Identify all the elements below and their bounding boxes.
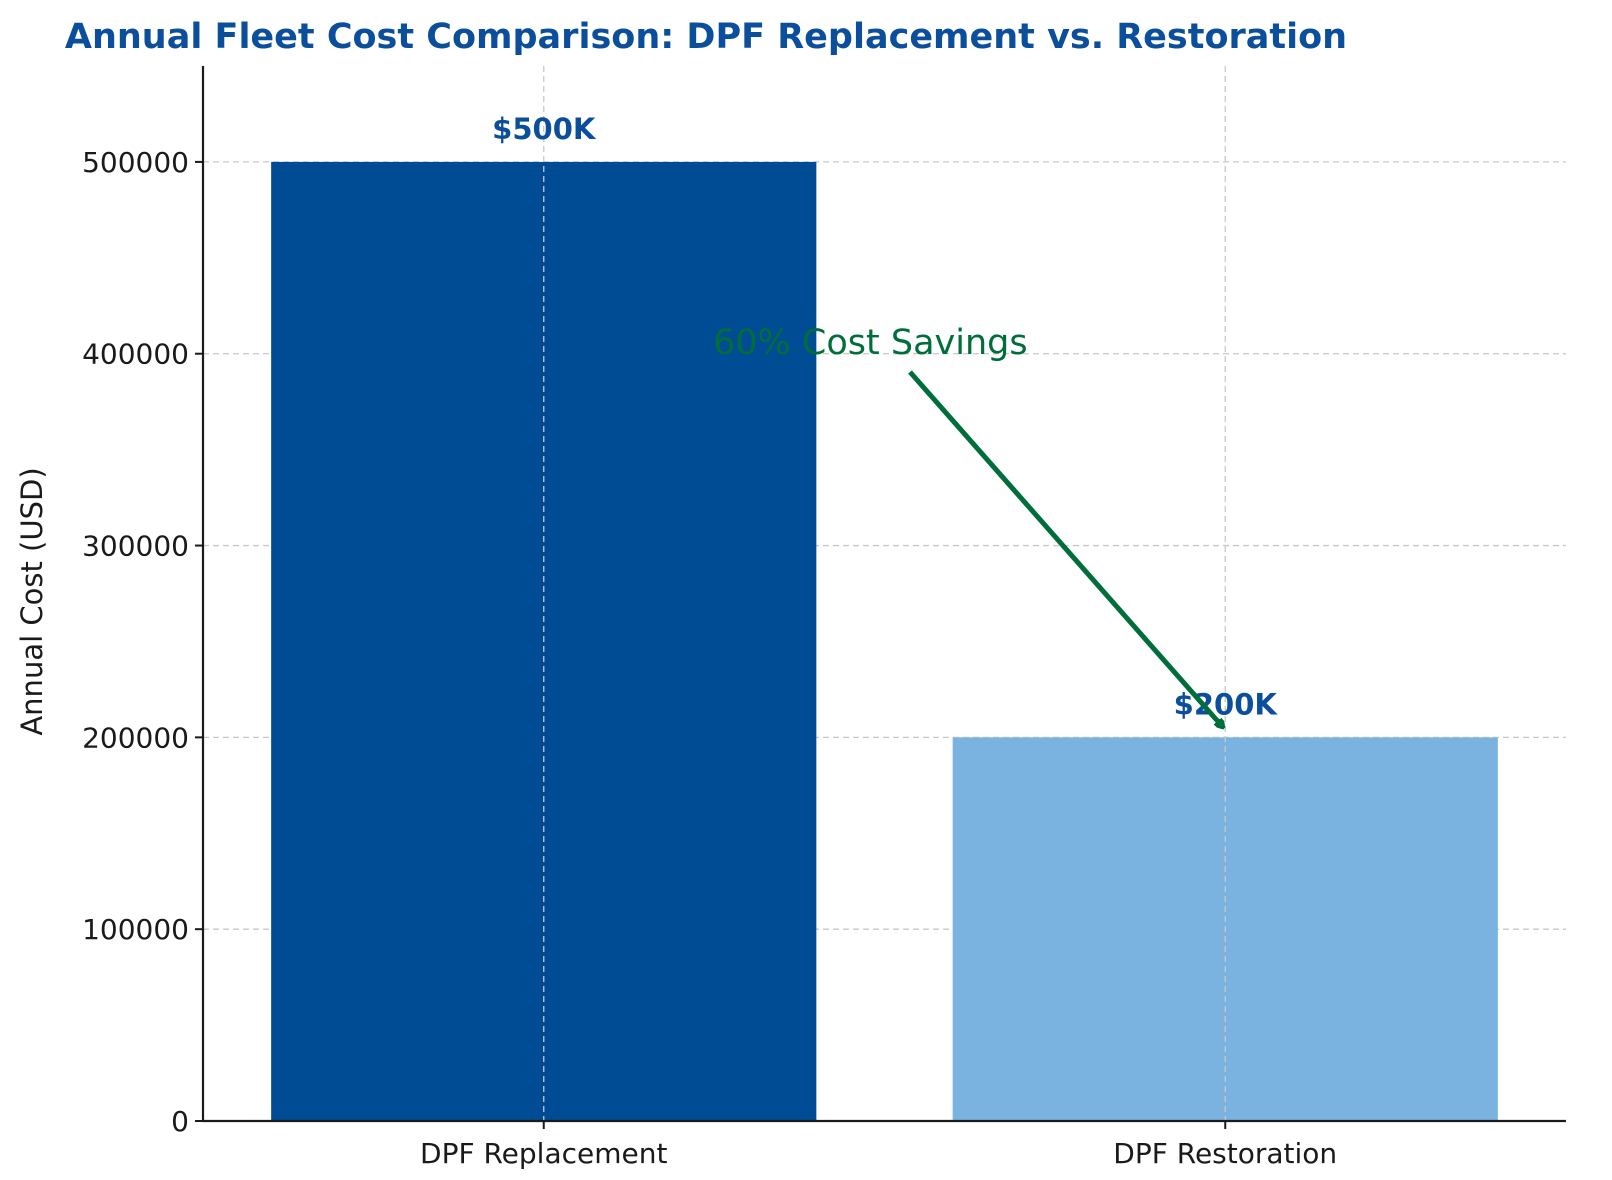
annotation-arrow [908, 370, 1222, 726]
x-tick-label-1: DPF Restoration [1113, 1137, 1337, 1170]
data-label-0: $500K [492, 112, 597, 146]
chart-title: Annual Fleet Cost Comparison: DPF Replac… [65, 17, 1347, 57]
annotation: 60% Cost Savings [713, 323, 1222, 726]
tick-labels: 0 100000 200000 300000 400000 500000 DPF Repla… [82, 146, 1337, 1170]
axes [201, 66, 1566, 1123]
y-tick-label-3: 300000 [82, 530, 189, 563]
x-tick-label-0: DPF Replacement [420, 1137, 667, 1170]
vertical-grid [543, 66, 1226, 1121]
y-tick-label-2: 200000 [82, 721, 189, 754]
annotation-text: 60% Cost Savings [713, 323, 1028, 363]
bars [271, 161, 1498, 1122]
y-tick-label-5: 500000 [82, 146, 189, 179]
y-tick-label-1: 100000 [82, 913, 189, 946]
y-tick-label-0: 0 [171, 1105, 189, 1138]
y-tick-label-4: 400000 [82, 338, 189, 371]
y-axis-label: Annual Cost (USD) [15, 467, 49, 735]
